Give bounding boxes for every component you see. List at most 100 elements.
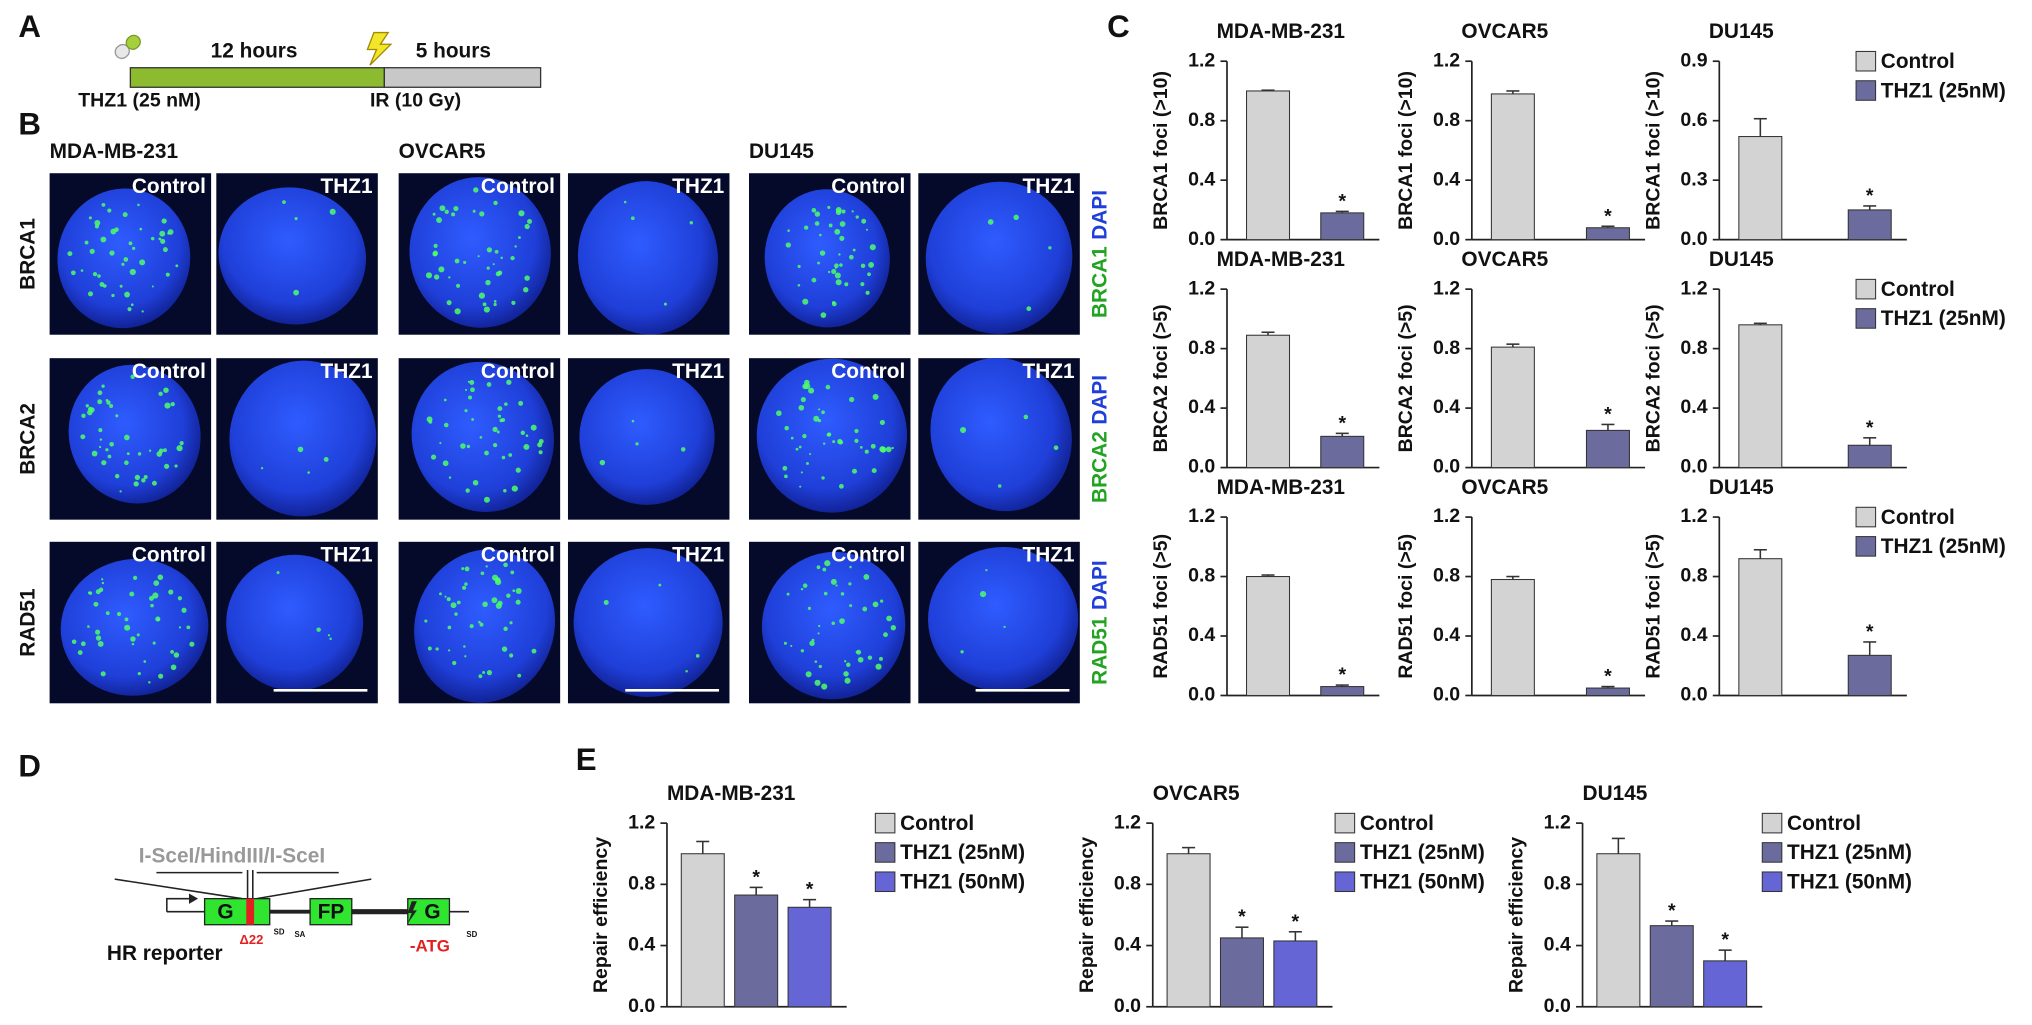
focus (170, 664, 177, 671)
focus (816, 565, 821, 570)
chart-title: DU145 (1709, 20, 1774, 43)
focus (685, 670, 688, 673)
focus (861, 218, 867, 224)
focus (447, 649, 451, 652)
focus (84, 240, 89, 245)
focus (148, 449, 152, 452)
condition-label: Control (481, 360, 555, 383)
focus (133, 575, 138, 580)
focus (795, 447, 799, 451)
error-bar (1506, 343, 1520, 348)
focus (446, 597, 451, 602)
focus (158, 237, 162, 241)
condition-label: Control (831, 544, 905, 567)
focus (101, 460, 107, 466)
focus (803, 225, 809, 230)
focus (466, 444, 471, 449)
focus (501, 646, 508, 652)
focus (143, 475, 148, 480)
bar (1703, 960, 1748, 1008)
focus (150, 236, 155, 241)
chart-title: OVCAR5 (1461, 476, 1548, 499)
focus (465, 488, 470, 493)
bar (1166, 853, 1211, 1008)
focus (462, 585, 467, 590)
legend-label: THZ1 (25nM) (1881, 79, 2006, 102)
bar (1320, 686, 1365, 697)
focus (80, 641, 86, 647)
panel-label: B (18, 107, 41, 142)
error-bar (1601, 423, 1615, 431)
focus (107, 208, 112, 213)
significance-label: * (1338, 190, 1346, 212)
focus (867, 655, 873, 660)
focus (811, 277, 817, 283)
y-tick-label: 1.2 (1544, 811, 1571, 833)
legend-label: Control (1360, 812, 1434, 835)
focus (531, 648, 537, 654)
focus (168, 589, 174, 595)
focus (329, 208, 336, 215)
focus (152, 592, 159, 599)
condition-label: Control (481, 175, 555, 198)
focus (119, 490, 122, 493)
focus (92, 271, 98, 277)
condition-label: Control (481, 544, 555, 567)
counterstain-name: DAPI (1088, 190, 1111, 240)
nucleus (577, 181, 719, 335)
legend-label: Control (1881, 278, 1955, 301)
focus (97, 274, 101, 278)
promoter (166, 897, 189, 912)
focus (150, 603, 154, 608)
focus (839, 221, 846, 227)
timeline-bar (383, 67, 542, 88)
y-axis-label: Repair efficiency (1506, 837, 1528, 993)
segment-label: G (217, 900, 233, 923)
focus (872, 393, 879, 400)
error-bar (1506, 575, 1520, 580)
focus (797, 283, 801, 287)
stain-name: BRCA2 (1088, 431, 1111, 503)
focus (798, 445, 802, 449)
focus (155, 616, 161, 622)
focus (139, 227, 143, 231)
focus (126, 452, 130, 456)
focus (811, 207, 817, 213)
focus (307, 471, 311, 474)
focus (631, 419, 635, 423)
focus (111, 293, 115, 298)
focus (835, 206, 842, 213)
focus (491, 597, 498, 604)
focus (508, 453, 513, 457)
condition-label: THZ1 (321, 360, 373, 383)
focus (623, 200, 627, 204)
bar-chart: DU145 BRCA1 foci (>10) 0.0 0.3 0.6 0.9 Control… (1642, 20, 2005, 250)
bar (1490, 346, 1535, 469)
focus (464, 655, 467, 658)
bar (1585, 227, 1630, 241)
stain-name: BRCA1 (1088, 246, 1111, 318)
focus (173, 652, 180, 658)
focus (784, 425, 789, 431)
focus (867, 272, 871, 277)
focus (817, 632, 820, 635)
y-tick-label: 0.4 (1680, 396, 1707, 418)
focus (854, 438, 859, 443)
micrograph: THZ1 (216, 541, 378, 704)
nucleus (764, 189, 890, 328)
focus (844, 660, 847, 663)
bar (1320, 212, 1365, 241)
focus (518, 400, 524, 406)
focus (433, 274, 440, 280)
focus (464, 409, 468, 413)
micrograph: THZ1 (216, 358, 378, 520)
focus (834, 228, 841, 235)
focus (101, 384, 105, 388)
focus (95, 635, 102, 641)
condition-label: Control (132, 175, 206, 198)
y-tick-label: 1.2 (1433, 49, 1460, 71)
focus (1013, 214, 1019, 220)
nucleus (411, 361, 555, 512)
focus (839, 618, 845, 624)
